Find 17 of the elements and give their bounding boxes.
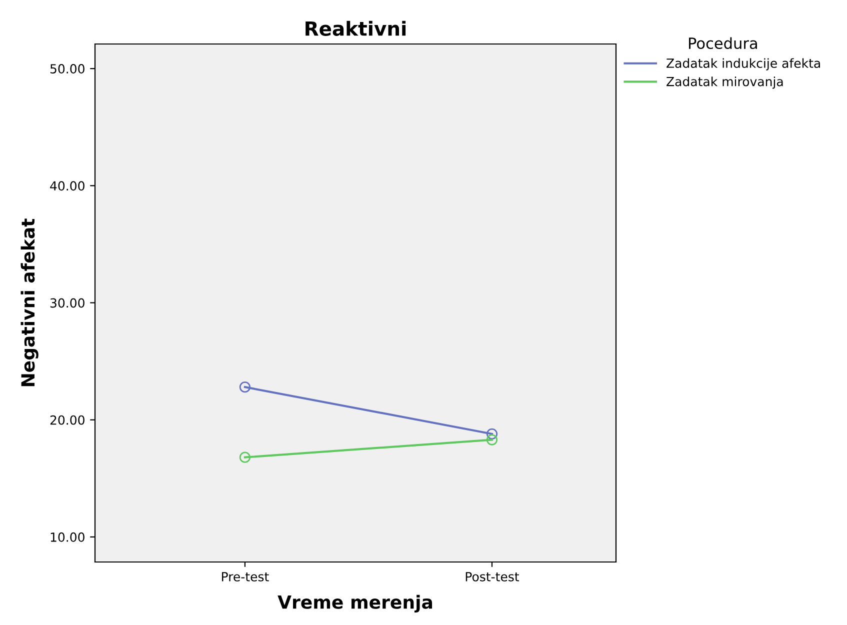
point <box>486 434 498 446</box>
point <box>239 382 251 393</box>
y-tick-label: 40.00 <box>50 181 84 191</box>
chart-title: Reaktivni <box>306 20 406 36</box>
point <box>239 452 251 463</box>
x-tick-label: Post-test <box>466 572 520 582</box>
x-tick-label: Pre-test <box>222 572 269 582</box>
x-axis-title: Vreme merenja <box>278 594 432 613</box>
legend-label: Zadatak indukcije afekta <box>666 58 820 70</box>
y-tick-label: 10.00 <box>50 532 84 542</box>
legend-title: Pocedura <box>689 37 757 50</box>
y-tick-label: 30.00 <box>50 298 84 308</box>
y-axis-title: Negativni afekat <box>20 218 38 386</box>
y-tick-label: 50.00 <box>50 64 84 74</box>
point <box>486 428 498 440</box>
legend-label: Zadatak mirovanja <box>666 76 783 89</box>
y-tick-label: 20.00 <box>50 415 84 425</box>
